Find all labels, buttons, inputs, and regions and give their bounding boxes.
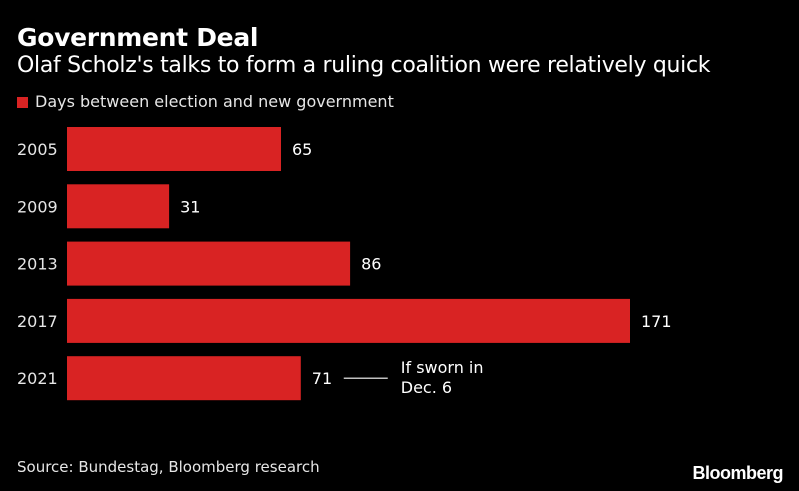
category-label-2005: 2005 <box>17 140 58 159</box>
bar-2017 <box>67 298 630 343</box>
category-label-2009: 2009 <box>17 197 58 216</box>
chart-subtitle: Olaf Scholz's talks to form a ruling coa… <box>17 53 711 78</box>
value-label-2013: 86 <box>361 255 381 274</box>
chart-title: Government Deal <box>17 23 259 52</box>
legend-swatch <box>17 96 28 108</box>
bar-2021 <box>67 356 301 401</box>
category-label-2013: 2013 <box>17 255 58 274</box>
category-label-2021: 2021 <box>17 369 58 388</box>
legend-label: Days between election and new government <box>35 92 394 111</box>
annotation-text-line1: If sworn in <box>401 358 484 377</box>
value-label-2017: 171 <box>641 312 672 331</box>
bar-2005 <box>67 127 281 171</box>
value-label-2009: 31 <box>180 197 200 216</box>
value-label-2021: 71 <box>312 369 332 388</box>
source-note: Source: Bundestag, Bloomberg research <box>17 458 320 476</box>
chart-legend: Days between election and new government <box>17 92 394 112</box>
category-label-2017: 2017 <box>17 312 58 331</box>
bloomberg-logo: Bloomberg <box>692 463 783 483</box>
bar-2009 <box>67 184 170 229</box>
annotation-text-line2: Dec. 6 <box>401 378 452 397</box>
value-label-2005: 65 <box>292 140 312 159</box>
bar-2013 <box>67 241 351 286</box>
